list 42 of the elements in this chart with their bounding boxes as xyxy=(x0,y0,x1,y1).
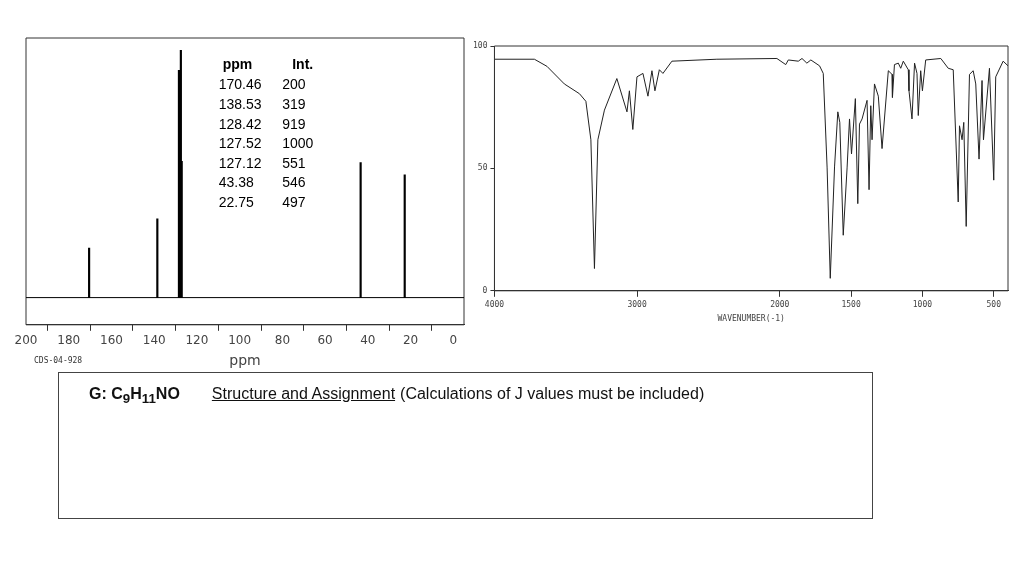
x-tick-label: 3000 xyxy=(627,299,647,309)
annotation: 200 xyxy=(282,76,306,93)
annotation: 551 xyxy=(282,154,306,171)
x-tick-label: 2000 xyxy=(770,299,790,309)
x-tick-label: 200 xyxy=(14,333,38,348)
annotation: 919 xyxy=(282,115,306,132)
x-tick-label: 60 xyxy=(317,333,333,348)
x-tick-label: 1000 xyxy=(912,299,933,309)
x-tick-label: 80 xyxy=(274,333,291,348)
text: CDS-04-928 xyxy=(34,356,83,365)
y-tick-label: 50 xyxy=(477,163,488,173)
text: G: C$_{9}$H$_{11}$NO xyxy=(89,385,180,407)
annotation: 43.38 xyxy=(218,174,254,191)
x-tick-label: 500 xyxy=(986,299,1002,309)
x-axis-title: WAVENUMBER(-1) xyxy=(717,314,785,324)
annotation: 127.12 xyxy=(218,154,262,171)
annotation: 22.75 xyxy=(218,194,254,211)
annotation: 127.52 xyxy=(218,135,262,152)
y-tick-label: 0 xyxy=(482,285,488,295)
annotation: Int. xyxy=(292,55,314,72)
annotation: 546 xyxy=(282,174,306,191)
annotation: 319 xyxy=(282,96,306,113)
annotation: 497 xyxy=(282,194,306,211)
x-tick-label: 180 xyxy=(57,333,81,348)
x-tick-label: 140 xyxy=(142,333,166,348)
x-tick-label: 1500 xyxy=(841,299,861,309)
annotation: ppm xyxy=(222,55,253,72)
annotation: 1000 xyxy=(282,135,314,152)
text: Structure and Assignment xyxy=(211,385,396,402)
x-tick-label: 100 xyxy=(228,333,252,348)
x-tick-label: 160 xyxy=(100,333,123,348)
x-tick-label: 0 xyxy=(449,333,458,348)
x-tick-label: 40 xyxy=(360,333,376,348)
annotation: 170.46 xyxy=(218,76,262,93)
annotation: 128.42 xyxy=(218,115,262,132)
x-tick-label: 120 xyxy=(185,333,209,348)
x-tick-label: 20 xyxy=(402,333,419,348)
x-tick-label: 4000 xyxy=(484,299,505,309)
x-axis-title: ppm xyxy=(229,352,261,369)
annotation: 138.53 xyxy=(218,96,262,113)
y-tick-label: 100 xyxy=(473,41,488,51)
text: (Calculations of J values must be included) xyxy=(400,385,705,402)
